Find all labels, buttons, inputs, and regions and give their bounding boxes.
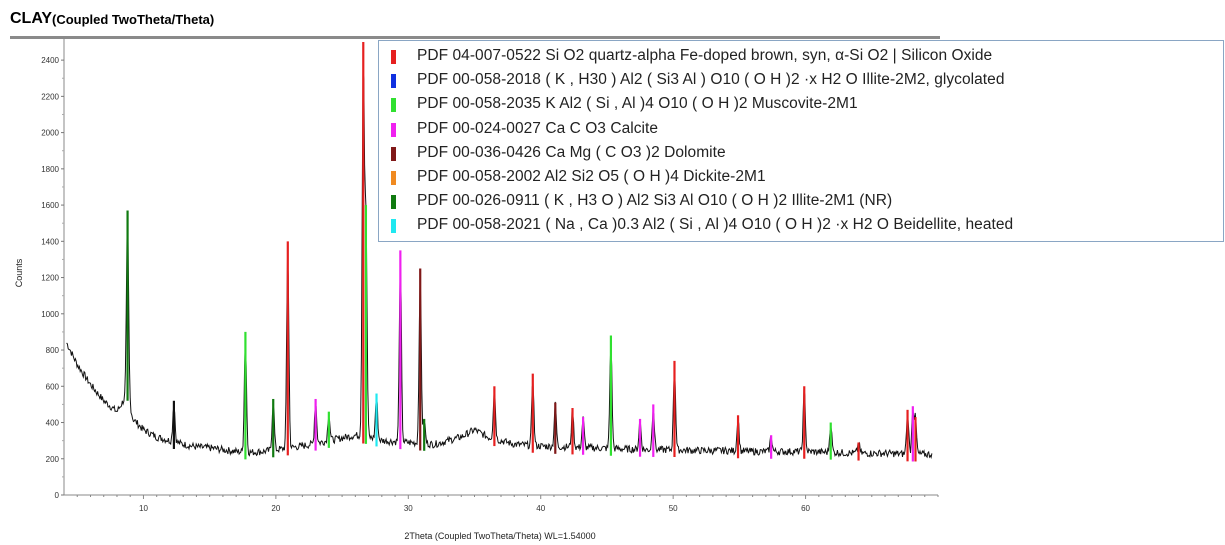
legend-label: PDF 00-024-0027 Ca C O3 Calcite <box>417 119 659 137</box>
y-tick-label: 1400 <box>41 237 59 246</box>
chart-subtitle: (Coupled TwoTheta/Theta) <box>52 12 215 27</box>
legend-swatch <box>391 146 396 161</box>
y-tick-label: 200 <box>46 455 60 464</box>
y-tick-label: 800 <box>46 346 60 355</box>
x-tick-label: 50 <box>669 504 678 513</box>
legend-label: PDF 04-007-0522 Si O2 quartz-alpha Fe-do… <box>417 47 993 64</box>
x-tick-label: 40 <box>536 504 545 513</box>
legend-label: PDF 00-058-2002 Al2 Si2 O5 ( O H )4 Dick… <box>417 168 766 185</box>
chart-title: CLAY <box>10 10 53 27</box>
legend-swatch <box>391 171 396 185</box>
chart-header: CLAY (Coupled TwoTheta/Theta) <box>10 4 940 39</box>
legend-item: PDF 00-058-2021 ( Na , Ca )0.3 Al2 ( Si … <box>379 214 1225 238</box>
legend-item: PDF 04-007-0522 Si O2 quartz-alpha Fe-do… <box>379 45 1225 69</box>
y-tick-label: 1800 <box>41 165 59 174</box>
diffraction-pattern-line <box>66 69 933 459</box>
legend-item: PDF 00-024-0027 Ca C O3 Calcite <box>379 118 1225 142</box>
y-tick-label: 2400 <box>41 56 59 65</box>
y-tick-label: 2200 <box>41 92 59 101</box>
legend-label: PDF 00-036-0426 Ca Mg ( C O3 )2 Dolomite <box>417 143 726 161</box>
x-axis-label: 2Theta (Coupled TwoTheta/Theta) WL=1.540… <box>404 531 596 541</box>
y-tick-label: 600 <box>46 382 60 391</box>
y-axis-label: Counts <box>14 258 24 288</box>
legend-label: PDF 00-058-2035 K Al2 ( Si , Al )4 O10 (… <box>417 95 858 113</box>
legend-item: PDF 00-026-0911 ( K , H3 O ) Al2 Si3 Al … <box>379 190 1225 214</box>
legend-swatch <box>391 74 396 89</box>
y-tick-label: 0 <box>55 491 60 500</box>
legend-item: PDF 00-058-2002 Al2 Si2 O5 ( O H )4 Dick… <box>379 166 1225 190</box>
legend-label: PDF 00-058-2018 ( K , H30 ) Al2 ( Si3 Al… <box>417 71 1005 89</box>
legend-item: PDF 00-058-2018 ( K , H30 ) Al2 ( Si3 Al… <box>379 69 1225 93</box>
y-tick-label: 400 <box>46 419 60 428</box>
x-tick-label: 10 <box>139 504 148 513</box>
legend-swatch <box>391 98 396 113</box>
legend-item: PDF 00-036-0426 Ca Mg ( C O3 )2 Dolomite <box>379 142 1225 166</box>
legend-label: PDF 00-058-2021 ( Na , Ca )0.3 Al2 ( Si … <box>417 216 1014 234</box>
y-tick-label: 1600 <box>41 201 59 210</box>
x-tick-label: 30 <box>404 504 413 513</box>
y-tick-label: 2000 <box>41 129 59 138</box>
legend-label: PDF 00-026-0911 ( K , H3 O ) Al2 Si3 Al … <box>417 192 893 210</box>
x-tick-label: 20 <box>271 504 280 513</box>
legend-swatch <box>391 219 396 234</box>
legend-swatch <box>391 122 396 137</box>
y-tick-label: 1200 <box>41 274 59 283</box>
y-tick-label: 1000 <box>41 310 59 319</box>
x-tick-label: 60 <box>801 504 810 513</box>
legend-swatch <box>391 50 396 64</box>
chart-legend: PDF 04-007-0522 Si O2 quartz-alpha Fe-do… <box>378 40 1224 242</box>
legend-swatch <box>391 195 396 210</box>
legend-item: PDF 00-058-2035 K Al2 ( Si , Al )4 O10 (… <box>379 93 1225 117</box>
